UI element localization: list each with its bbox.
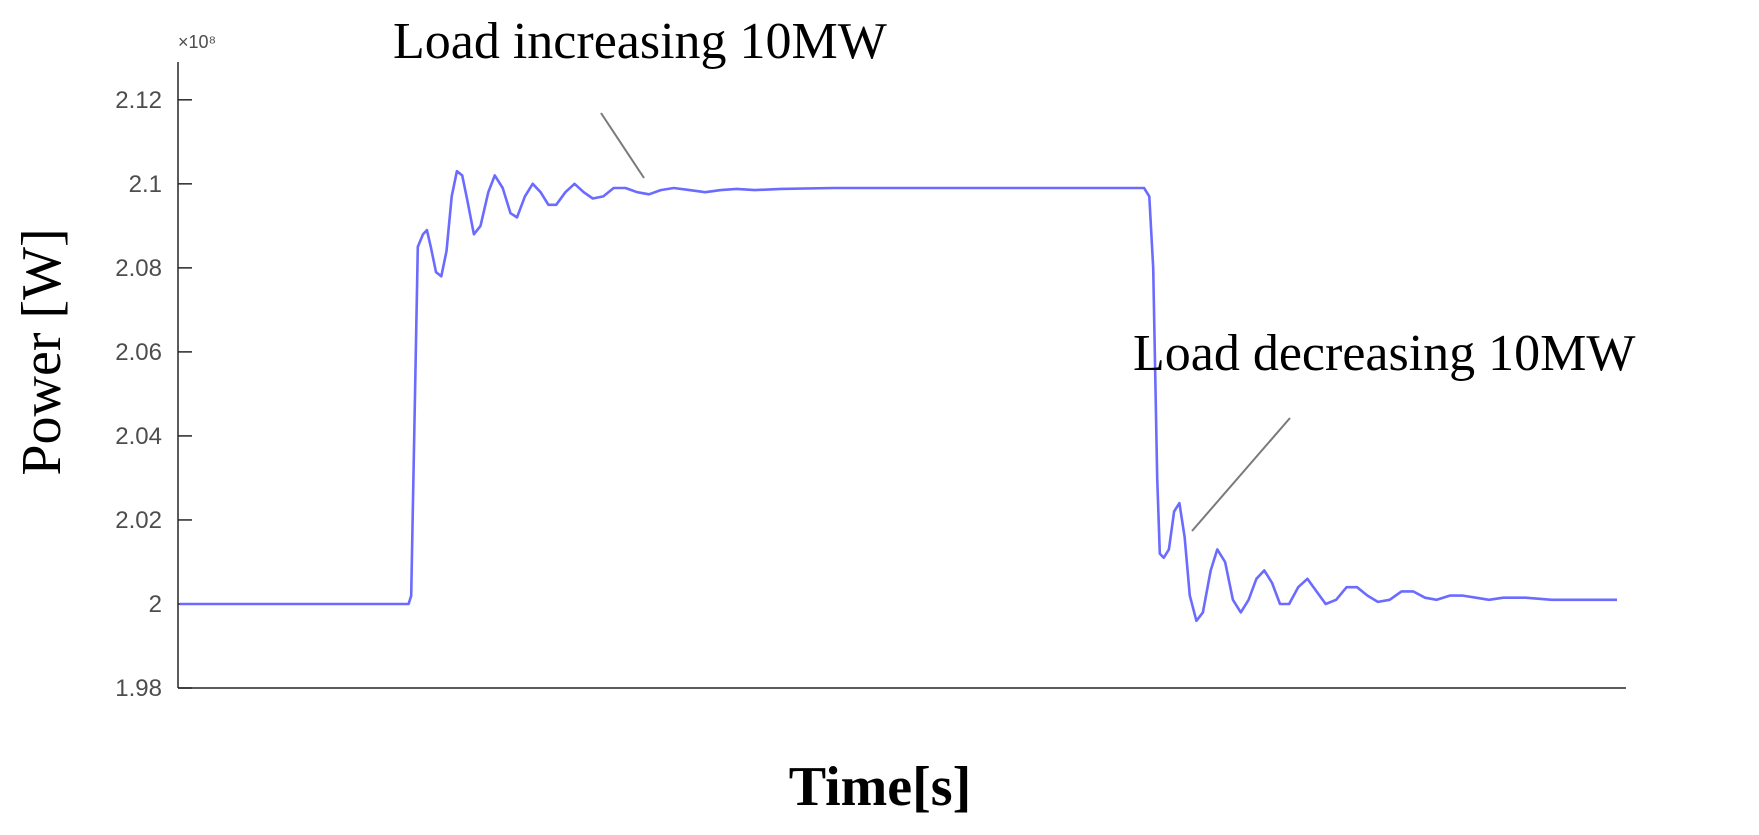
y-tick-label: 2.02 bbox=[115, 507, 162, 534]
annotation-leader-line bbox=[1191, 417, 1291, 532]
y-tick-label: 1.98 bbox=[115, 675, 162, 702]
y-tick-label: 2.04 bbox=[115, 423, 162, 450]
y-exponent-label: ×10⁸ bbox=[178, 32, 216, 52]
y-tick-label: 2.08 bbox=[115, 255, 162, 282]
annotation-leader-line bbox=[600, 112, 645, 179]
annotation-load-increasing: Load increasing 10MW bbox=[393, 13, 887, 70]
y-tick-label: 2 bbox=[149, 591, 162, 618]
annotation-load-decreasing: Load decreasing 10MW bbox=[1133, 325, 1635, 382]
axes bbox=[177, 62, 1626, 689]
x-axis-label: Time[s] bbox=[789, 756, 972, 818]
y-tick-label: 2.1 bbox=[129, 171, 162, 198]
y-tick-label: 2.12 bbox=[115, 87, 162, 114]
y-axis-label: Power [W] bbox=[11, 228, 73, 475]
plot-area bbox=[180, 169, 1617, 623]
series-line-0 bbox=[180, 169, 1617, 623]
annotations bbox=[600, 112, 1291, 532]
y-ticks: 1.98 2 2.02 2.04 2.06 2.08 2.1 2.12 bbox=[115, 87, 192, 702]
y-tick-label: 2.06 bbox=[115, 339, 162, 366]
